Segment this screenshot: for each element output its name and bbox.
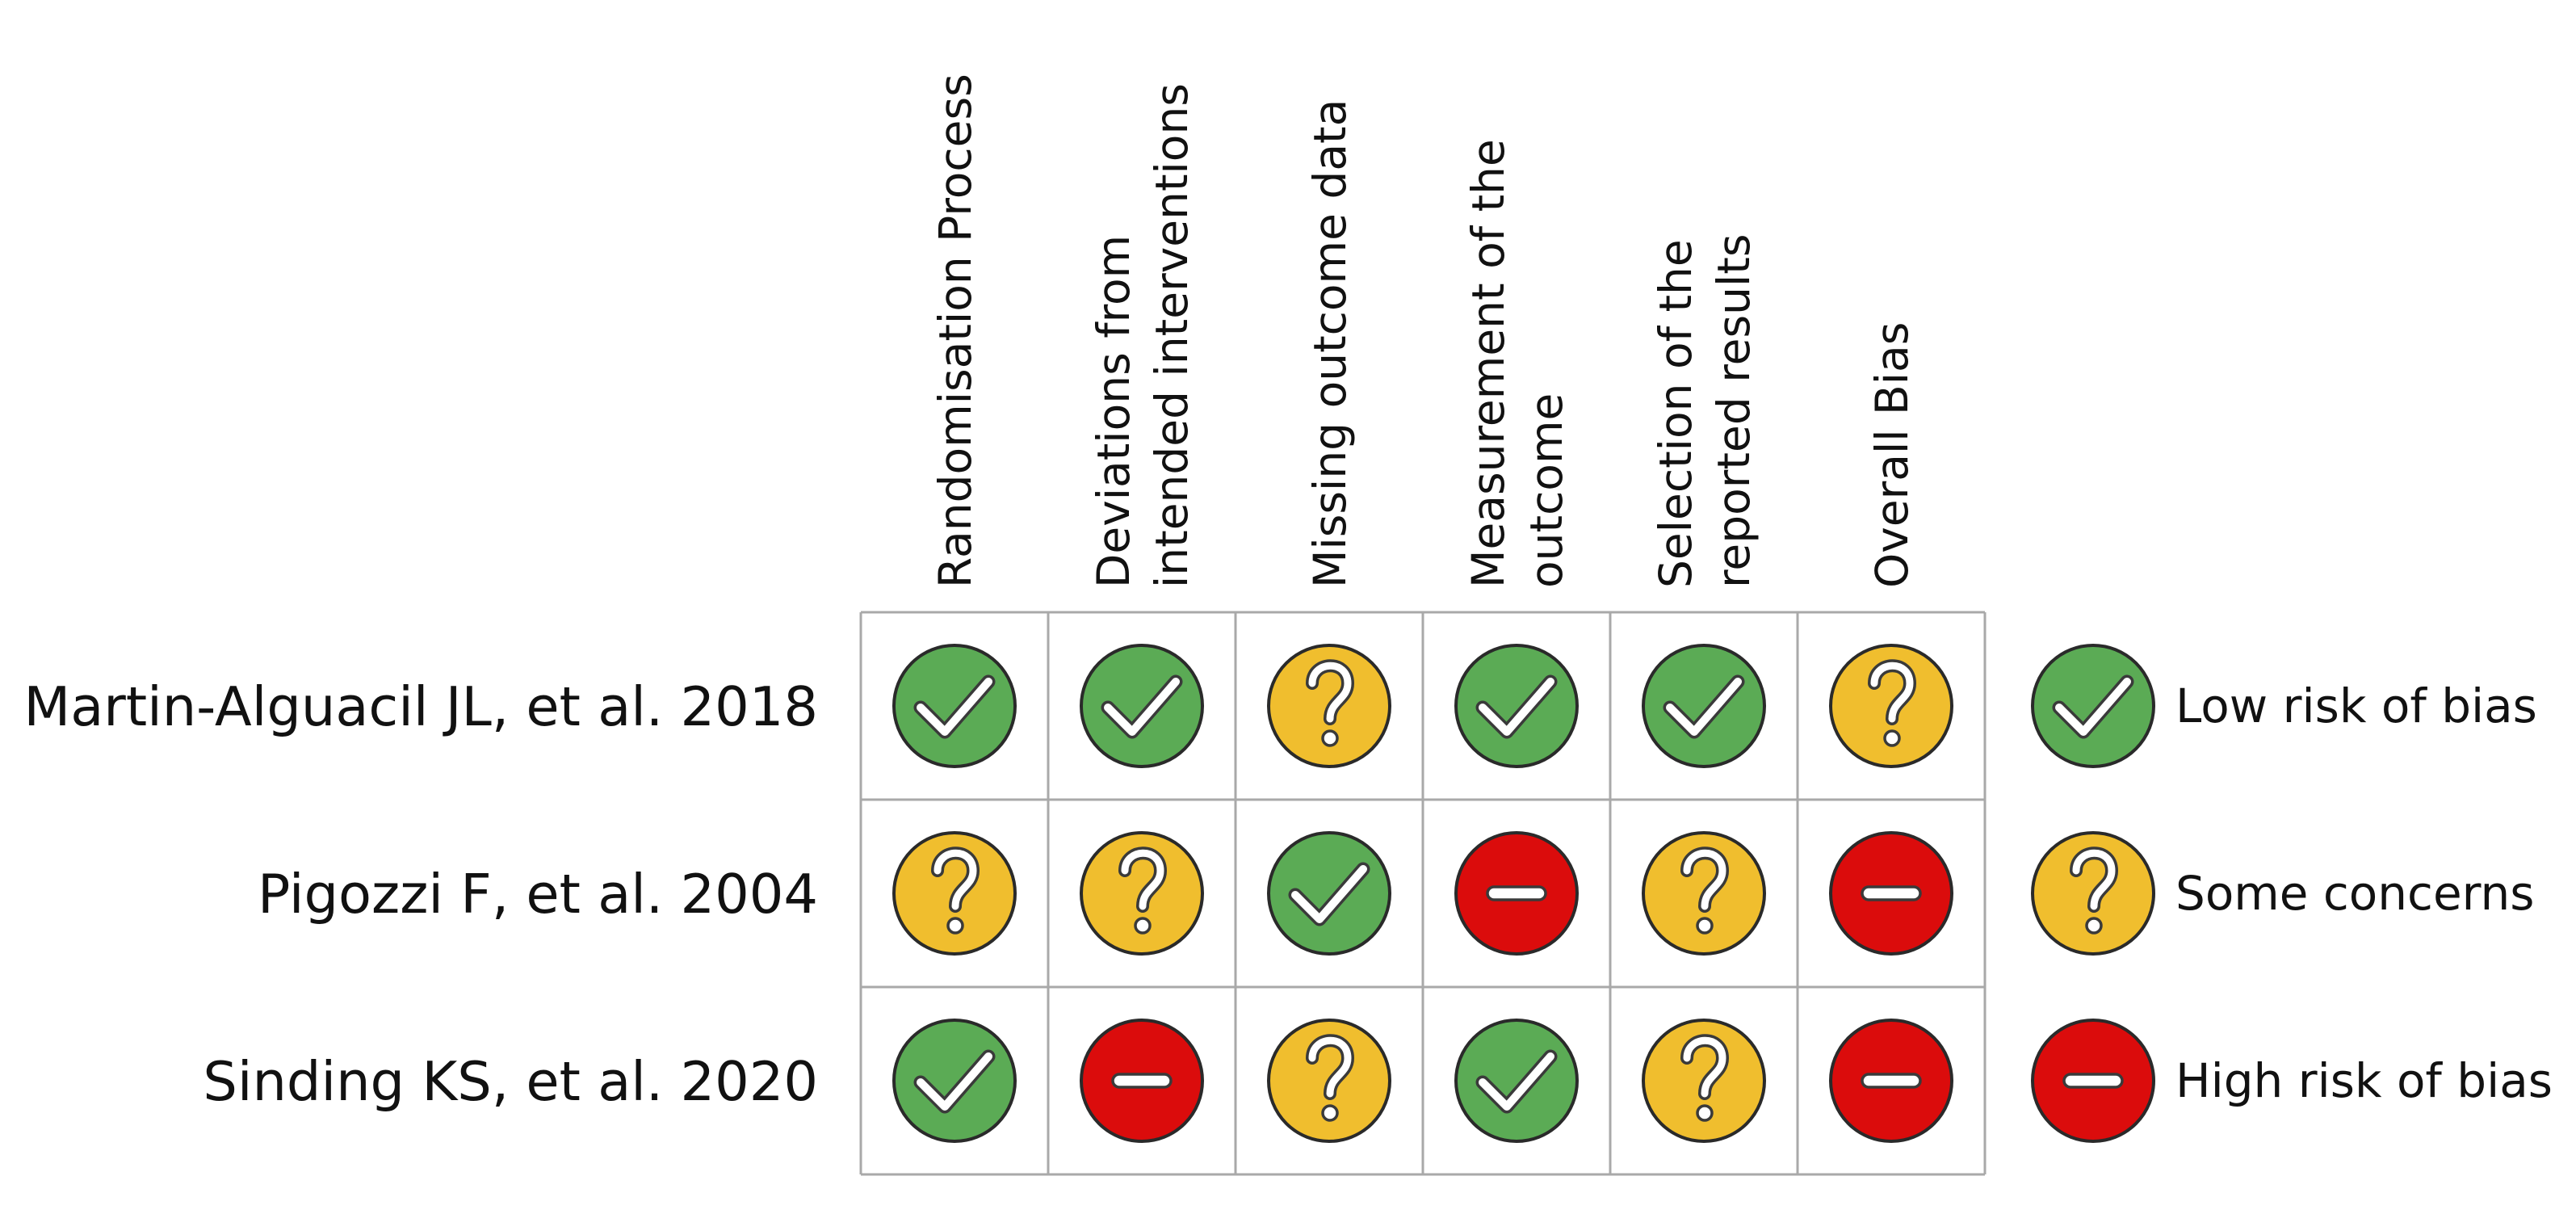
legend-item-some: Some concerns xyxy=(2031,831,2534,956)
question-icon-fill xyxy=(1121,849,1164,910)
check-icon-fill xyxy=(2055,678,2131,736)
grid xyxy=(859,611,1987,1176)
rating-high xyxy=(1080,1019,1204,1143)
study-label: Sinding KS, et al. 2020 xyxy=(203,1050,818,1113)
rating-low xyxy=(1080,644,1204,768)
rating-high xyxy=(1829,831,1953,956)
question-dot xyxy=(1883,729,1901,747)
minus-icon xyxy=(1861,885,1922,901)
rating-low xyxy=(892,1019,1017,1143)
rating-circle xyxy=(892,644,1017,768)
domain-header: Selection of the reported results xyxy=(1650,234,1760,588)
check-icon-fill xyxy=(1479,678,1554,736)
domain-header: Overall Bias xyxy=(1866,322,1918,588)
question-dot xyxy=(1696,917,1714,935)
domain-header-line: intended interventions xyxy=(1146,83,1198,588)
domain-header: Missing outcome data xyxy=(1304,99,1356,588)
question-icon-fill xyxy=(1308,1036,1352,1098)
domain-header-line: Measurement of the xyxy=(1462,139,1514,588)
rating-circle xyxy=(1080,644,1204,768)
domain-header-line: outcome xyxy=(1521,393,1572,588)
check-icon-fill xyxy=(917,1052,992,1111)
rating-some xyxy=(1829,644,1953,768)
question-icon-fill xyxy=(1683,849,1726,910)
rating-circle xyxy=(892,1019,1017,1143)
domain-header: Measurement of the outcome xyxy=(1462,139,1572,588)
domain-header-line: reported results xyxy=(1708,234,1760,588)
minus-icon xyxy=(1486,885,1547,901)
question-dot xyxy=(946,917,964,935)
legend-minus-icon xyxy=(2031,1019,2155,1143)
legend-check-icon xyxy=(2031,644,2155,768)
minus-icon xyxy=(2062,1073,2124,1089)
question-dot xyxy=(1321,1104,1339,1122)
rating-low xyxy=(1454,1019,1579,1143)
rating-low xyxy=(1642,644,1766,768)
check-icon-fill xyxy=(1666,678,1742,736)
question-icon-fill xyxy=(933,849,977,910)
domain-header: Randomisation Process xyxy=(929,74,981,588)
domain-header: Deviations from intended interventions xyxy=(1088,83,1198,588)
check-icon-fill xyxy=(1104,678,1180,736)
minus-icon xyxy=(1111,1073,1173,1089)
legend-question-icon xyxy=(2031,831,2155,956)
domain-header-line: Selection of the xyxy=(1650,239,1701,588)
question-dot xyxy=(1321,729,1339,747)
rating-some xyxy=(892,831,1017,956)
rating-high xyxy=(1454,831,1579,956)
rating-some xyxy=(1080,831,1204,956)
rating-low xyxy=(1267,831,1391,956)
legend-label: Low risk of bias xyxy=(2175,678,2537,733)
study-label: Martin-Alguacil JL, et al. 2018 xyxy=(23,675,818,738)
rating-circle xyxy=(1642,644,1766,768)
question-dot xyxy=(1696,1104,1714,1122)
domain-header-line: Randomisation Process xyxy=(929,74,981,588)
study-label: Pigozzi F, et al. 2004 xyxy=(258,863,818,926)
check-icon-fill xyxy=(1291,865,1367,923)
question-dot xyxy=(2085,917,2103,935)
rating-circle xyxy=(2031,644,2155,768)
rating-some xyxy=(1267,644,1391,768)
rating-low xyxy=(1454,644,1579,768)
rating-high xyxy=(1829,1019,1953,1143)
legend-item-low: Low risk of bias xyxy=(2031,644,2537,768)
domain-header-line: Overall Bias xyxy=(1866,322,1918,588)
rating-some xyxy=(1642,831,1766,956)
minus-icon xyxy=(1861,1073,1922,1089)
check-icon-fill xyxy=(1479,1052,1554,1111)
rating-circle xyxy=(1454,644,1579,768)
question-icon-fill xyxy=(1308,662,1352,723)
legend-label: Some concerns xyxy=(2175,866,2534,921)
question-icon-fill xyxy=(2072,849,2116,910)
rating-circle xyxy=(1454,1019,1579,1143)
rating-some xyxy=(1642,1019,1766,1143)
domain-header-line: Deviations from xyxy=(1088,235,1139,588)
question-dot xyxy=(1134,917,1152,935)
legend-label: High risk of bias xyxy=(2175,1053,2553,1108)
question-icon-fill xyxy=(1683,1036,1726,1098)
domain-header-line: Missing outcome data xyxy=(1304,99,1356,588)
rating-circle xyxy=(1267,831,1391,956)
legend-item-high: High risk of bias xyxy=(2031,1019,2553,1143)
check-icon-fill xyxy=(917,678,992,736)
question-icon-fill xyxy=(1870,662,1914,723)
rating-low xyxy=(892,644,1017,768)
rating-some xyxy=(1267,1019,1391,1143)
